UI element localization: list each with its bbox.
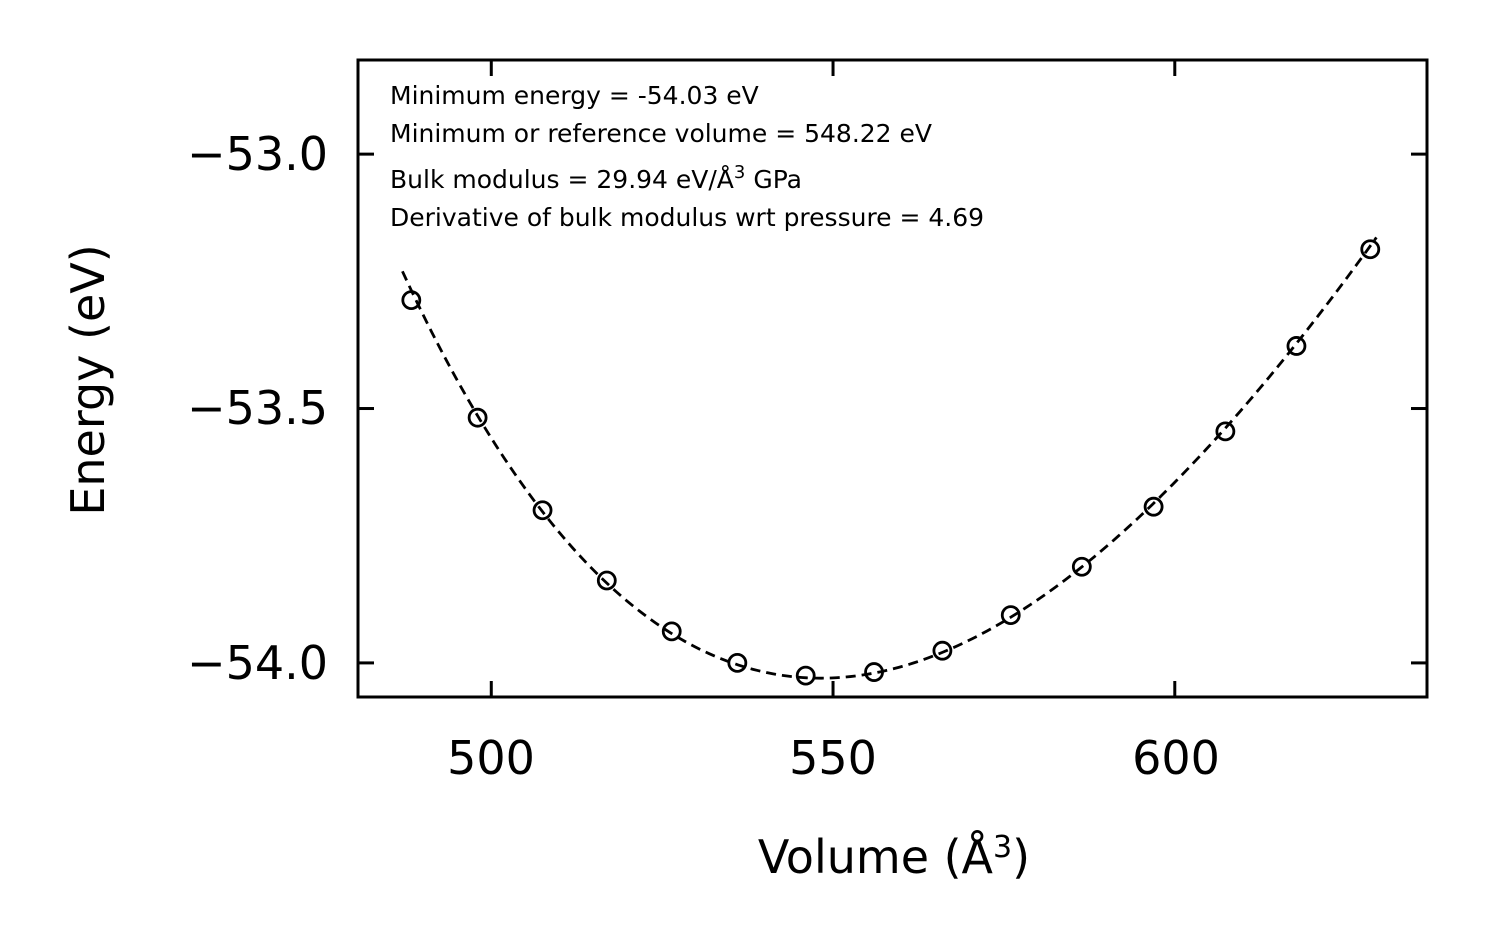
annotation-bulk-modulus: Bulk modulus = 29.94 eV/Å3 GPa (390, 162, 802, 194)
data-point (596, 570, 617, 591)
x-tick-label-500: 500 (447, 731, 535, 785)
x-tick-label-600: 600 (1132, 731, 1220, 785)
axis-ticks (358, 60, 1427, 697)
x-tick-label-550: 550 (789, 731, 877, 785)
data-point (467, 407, 488, 428)
annotation-bulk-derivative: Derivative of bulk modulus wrt pressure … (390, 203, 984, 232)
data-point (532, 500, 553, 521)
data-point (1000, 605, 1021, 625)
data-point (864, 662, 884, 682)
data-point (727, 653, 748, 673)
y-axis-label: Energy (eV) (61, 244, 115, 515)
data-point (795, 665, 816, 686)
y-tick-label-54-0: −54.0 (187, 636, 328, 690)
y-tick-label-53-5: −53.5 (187, 381, 328, 435)
annotation-ref-volume: Minimum or reference volume = 548.22 eV (390, 119, 932, 148)
data-point (1360, 239, 1381, 260)
data-point (1286, 336, 1307, 356)
fit-curve (401, 236, 1378, 680)
data-point (401, 290, 422, 311)
data-point (661, 621, 682, 642)
data-markers (401, 239, 1381, 686)
x-axis-label: Volume (Å3) (758, 830, 1030, 884)
plot-frame (356, 58, 1429, 699)
data-point (932, 640, 953, 661)
data-point (1071, 556, 1092, 577)
annotation-min-energy: Minimum energy = -54.03 eV (390, 81, 759, 110)
data-point (1215, 421, 1236, 442)
y-tick-label-53-0: −53.0 (187, 127, 328, 181)
data-point (1143, 496, 1164, 517)
